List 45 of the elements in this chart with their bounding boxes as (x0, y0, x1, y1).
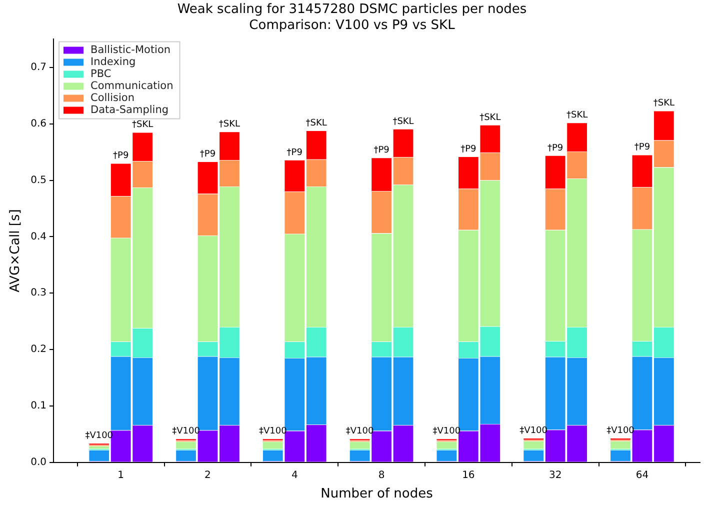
y-tick-label: 0.4 (30, 231, 47, 242)
data-label: ‡V100 (432, 426, 461, 437)
legend-label: PBC (90, 68, 112, 80)
data-label: †P9 (460, 144, 477, 154)
data-label: †SKL (132, 120, 154, 130)
data-label: †SKL (566, 110, 588, 121)
data-label: †P9 (634, 142, 650, 153)
legend-label: Indexing (90, 56, 136, 68)
data-label: †P9 (200, 149, 216, 160)
x-tick-label: 1 (118, 470, 124, 481)
data-label: †P9 (286, 148, 303, 158)
x-tick-label: 64 (636, 470, 649, 481)
y-tick-label: 0.5 (30, 174, 47, 186)
y-tick-label: 0.1 (30, 400, 47, 412)
data-label: †SKL (392, 116, 414, 127)
data-label: ‡V100 (606, 426, 635, 436)
x-tick-label: 32 (548, 470, 562, 481)
legend-label: Data-Sampling (90, 104, 169, 116)
data-label: †SKL (653, 98, 675, 109)
data-label: †P9 (374, 146, 390, 156)
legend-label: Communication (90, 80, 174, 92)
x-tick-label: 16 (462, 470, 475, 481)
data-label: †P9 (113, 151, 129, 162)
x-tick-label: 2 (204, 470, 211, 481)
y-tick-label: 0.2 (30, 344, 47, 356)
y-tick-label: 0.7 (30, 62, 47, 74)
data-label: †P9 (547, 143, 564, 154)
x-axis-title: Number of nodes (320, 486, 434, 502)
chart-title: Weak scaling for 31457280 DSMC particles per nodes (177, 2, 527, 18)
y-axis-title: AVG×Call [s] (8, 209, 24, 292)
chart-subtitle: Comparison: V100 vs P9 vs SKL (249, 18, 456, 33)
y-tick-label: 0.3 (30, 288, 47, 299)
data-label: ‡V100 (172, 426, 200, 437)
x-tick-label: 8 (378, 470, 385, 481)
legend-label: Ballistic-Motion (90, 44, 171, 56)
data-label: ‡V100 (258, 426, 288, 437)
y-tick-label: 0.6 (30, 118, 47, 130)
data-label: ‡V100 (346, 426, 374, 437)
data-label: †SKL (480, 112, 501, 123)
y-tick-label: 0.0 (30, 456, 47, 468)
data-label: ‡V100 (520, 426, 548, 436)
data-label: †SKL (306, 118, 327, 128)
data-label: †SKL (218, 120, 240, 130)
legend-label: Collision (90, 92, 134, 104)
x-tick-label: 4 (291, 470, 298, 481)
